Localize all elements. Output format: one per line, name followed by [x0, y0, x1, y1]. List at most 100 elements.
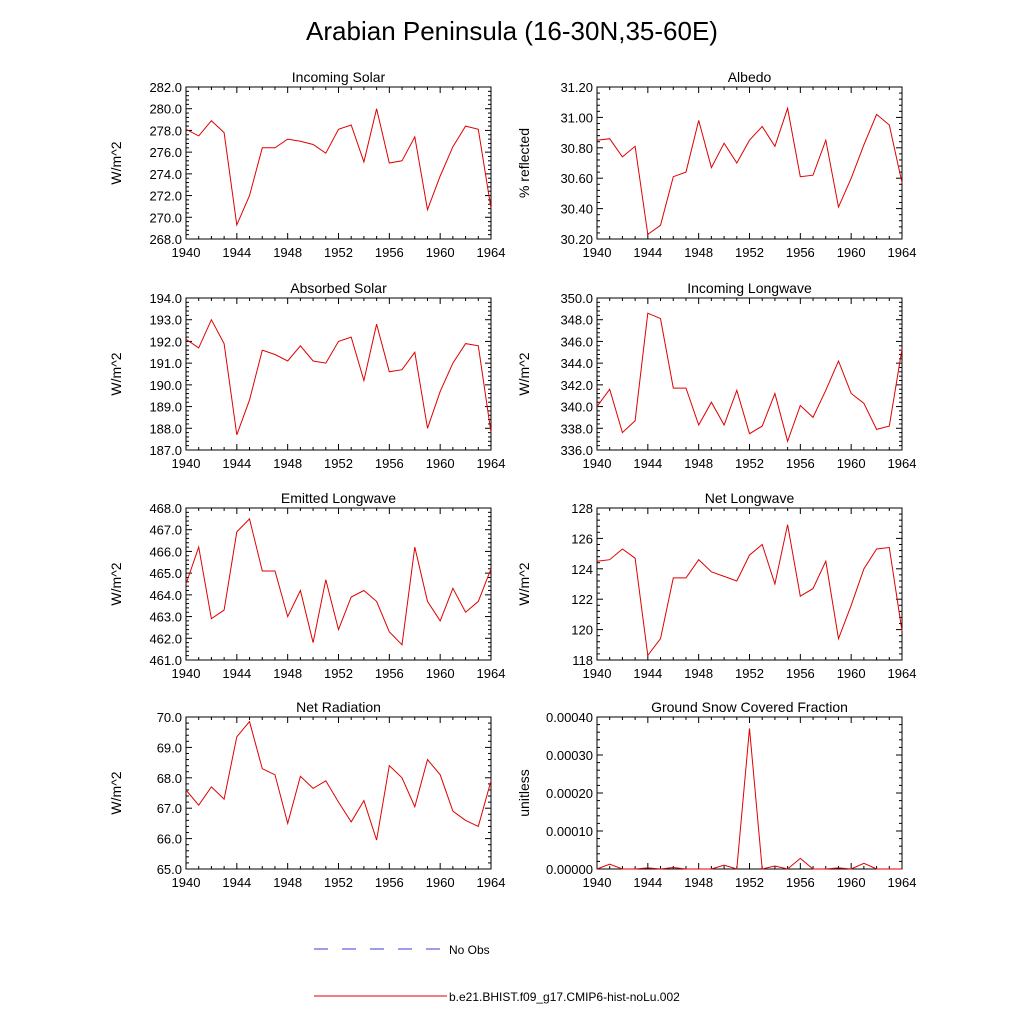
- y-tick-label: 122: [571, 592, 593, 607]
- chart-panel: Incoming Solar 1940 1944 1948 1952 1956 1960 19…: [108, 69, 505, 260]
- x-tick-label: 1964: [888, 666, 917, 681]
- y-tick-label: 187.0: [149, 443, 182, 458]
- y-tick-label: 340.0: [560, 400, 593, 415]
- x-tick-label: 1944: [633, 456, 662, 471]
- y-tick-label: 348.0: [560, 313, 593, 328]
- y-tick-label: 465.0: [149, 566, 182, 581]
- y-tick-label: 66.0: [157, 832, 182, 847]
- y-tick-label: 120: [571, 623, 593, 638]
- plot-frame: [185, 297, 492, 451]
- series-line: [185, 108, 492, 227]
- x-tick-label: 1964: [888, 875, 917, 890]
- panel-title: Incoming Longwave: [687, 280, 812, 296]
- chart-panel: Ground Snow Covered Fraction 1940 1944 1948…: [516, 699, 916, 890]
- panel-title: Emitted Longwave: [281, 490, 396, 506]
- x-tick-label: 1964: [477, 875, 506, 890]
- x-tick-label: 1948: [273, 666, 302, 681]
- x-tick-label: 1948: [273, 456, 302, 471]
- y-tick-label: 274.0: [149, 167, 182, 182]
- panel-title: Ground Snow Covered Fraction: [651, 699, 848, 715]
- x-tick-label: 1956: [375, 666, 404, 681]
- y-axis-label: W/m^2: [516, 562, 532, 605]
- series-line: [596, 106, 903, 236]
- y-axis-label: W/m^2: [108, 562, 124, 605]
- series-line: [596, 728, 902, 870]
- x-tick-label: 1956: [786, 666, 815, 681]
- y-tick-label: 338.0: [560, 421, 593, 436]
- y-tick-label: 128: [571, 501, 593, 516]
- x-tick-label: 1944: [633, 666, 662, 681]
- x-tick-label: 1960: [837, 666, 866, 681]
- chart-panel: Absorbed Solar 1940 1944 1948 1952 1956 1960 19…: [108, 280, 505, 471]
- y-axis-label: W/m^2: [108, 771, 124, 814]
- plot-frame: [185, 507, 492, 661]
- x-tick-label: 1940: [583, 245, 612, 260]
- chart-panel: Albedo 1940 1944 1948 1952 1956 1960 1964 30.20 3…: [516, 69, 916, 260]
- y-tick-label: 280.0: [149, 102, 182, 117]
- x-tick-label: 1944: [633, 245, 662, 260]
- y-tick-label: 461.0: [149, 653, 182, 668]
- x-tick-label: 1960: [426, 245, 455, 260]
- panel-title: Net Longwave: [705, 490, 795, 506]
- legend: No Obs b.e21.BHIST.f09_g17.CMIP6-hist-no…: [314, 943, 680, 1004]
- y-tick-label: 462.0: [149, 631, 182, 646]
- series-line: [185, 318, 492, 435]
- x-tick-label: 1948: [684, 456, 713, 471]
- panel-title: Albedo: [728, 69, 772, 85]
- chart-panel: Net Radiation 1940 1944 1948 1952 1956 1960 196…: [108, 699, 505, 890]
- series-line: [596, 524, 903, 657]
- x-tick-label: 1948: [684, 666, 713, 681]
- y-tick-label: 67.0: [157, 801, 182, 816]
- y-tick-label: 194.0: [149, 291, 182, 306]
- y-tick-label: 468.0: [149, 501, 182, 516]
- x-tick-label: 1956: [375, 245, 404, 260]
- y-tick-label: 188.0: [149, 421, 182, 436]
- y-axis-label: unitless: [516, 769, 532, 816]
- main-title: Arabian Peninsula (16-30N,35-60E): [306, 16, 718, 46]
- y-tick-label: 31.00: [560, 110, 593, 125]
- y-tick-label: 190.0: [149, 378, 182, 393]
- y-tick-label: 0.00020: [546, 786, 593, 801]
- x-tick-label: 1956: [786, 875, 815, 890]
- x-tick-label: 1960: [426, 875, 455, 890]
- legend-label-model: b.e21.BHIST.f09_g17.CMIP6-hist-noLu.002: [449, 990, 680, 1004]
- panel-title: Net Radiation: [296, 699, 381, 715]
- x-tick-label: 1952: [735, 456, 764, 471]
- y-axis-label: W/m^2: [516, 352, 532, 395]
- x-tick-label: 1964: [888, 245, 917, 260]
- x-tick-label: 1940: [172, 456, 201, 471]
- plot-frame: [596, 507, 903, 661]
- x-tick-label: 1952: [735, 666, 764, 681]
- y-tick-label: 69.0: [157, 740, 182, 755]
- x-tick-label: 1944: [222, 666, 251, 681]
- y-tick-label: 30.40: [560, 202, 593, 217]
- series-line: [185, 720, 492, 841]
- x-tick-label: 1960: [837, 245, 866, 260]
- x-tick-label: 1964: [477, 666, 506, 681]
- x-tick-label: 1960: [426, 456, 455, 471]
- x-tick-label: 1956: [786, 456, 815, 471]
- y-axis-label: W/m^2: [108, 352, 124, 395]
- x-tick-label: 1952: [324, 666, 353, 681]
- y-tick-label: 336.0: [560, 443, 593, 458]
- y-tick-label: 272.0: [149, 189, 182, 204]
- x-tick-label: 1964: [477, 245, 506, 260]
- y-tick-label: 192.0: [149, 334, 182, 349]
- y-tick-label: 350.0: [560, 291, 593, 306]
- series-line: [596, 312, 903, 443]
- plot-frame: [596, 297, 903, 451]
- x-tick-label: 1940: [172, 666, 201, 681]
- x-tick-label: 1956: [786, 245, 815, 260]
- panel-title: Absorbed Solar: [290, 280, 387, 296]
- x-tick-label: 1944: [222, 456, 251, 471]
- chart-panel: Emitted Longwave 1940 1944 1948 1952 1956 1960…: [108, 490, 505, 681]
- chart-panel: Net Longwave 1940 1944 1948 1952 1956 1960 1964…: [516, 490, 916, 681]
- x-tick-label: 1940: [583, 456, 612, 471]
- y-tick-label: 270.0: [149, 210, 182, 225]
- x-tick-label: 1952: [324, 245, 353, 260]
- x-tick-label: 1940: [172, 875, 201, 890]
- x-tick-label: 1948: [273, 245, 302, 260]
- x-tick-label: 1964: [477, 456, 506, 471]
- y-tick-label: 124: [571, 562, 593, 577]
